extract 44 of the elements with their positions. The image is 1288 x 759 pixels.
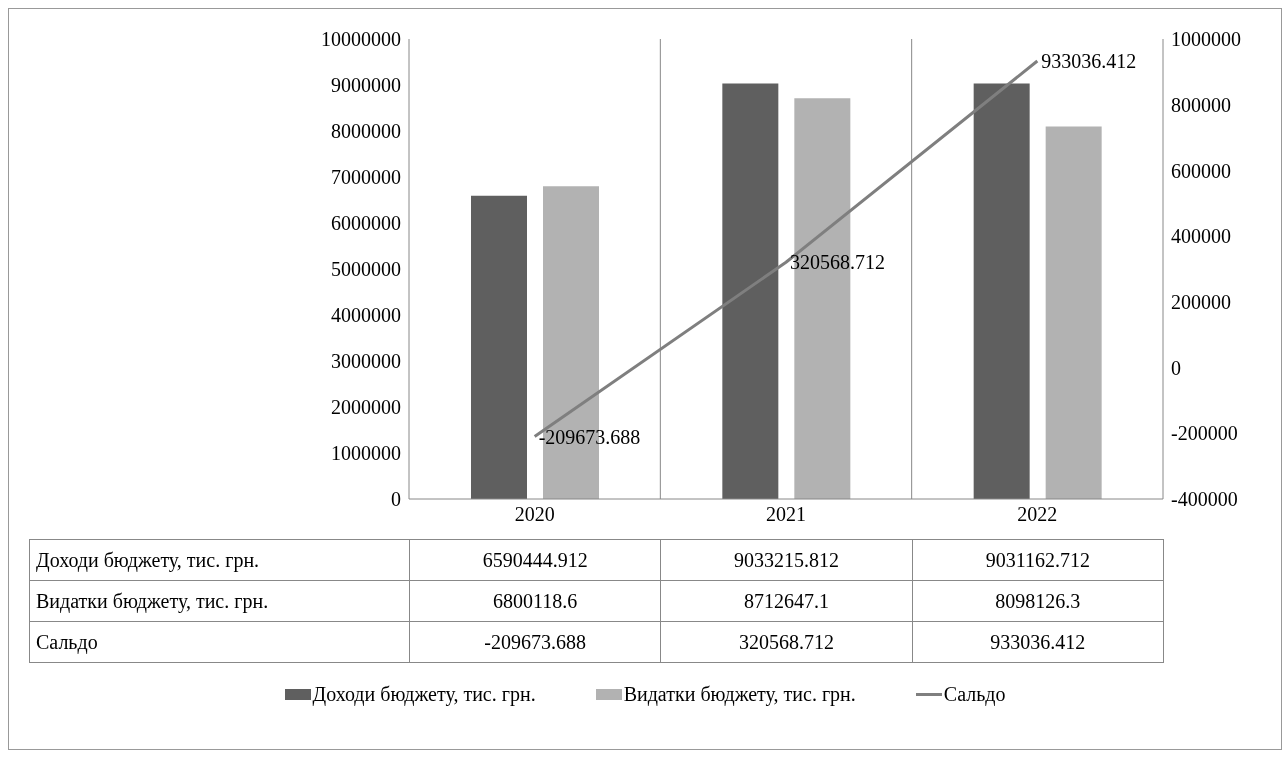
bar [722,83,779,499]
text: Сальдо [36,630,98,653]
y-tick-label: 0 [391,488,401,511]
y-tick-label: 10000000 [321,28,401,51]
data-label: 6800118.6 [409,580,661,622]
y-tick-label: 6000000 [331,212,401,235]
bar [471,195,527,499]
x-tick-label: 2022 [1017,503,1058,526]
data-label: 9033215.812 [660,539,913,581]
y-tick-label: 3000000 [331,350,401,373]
x-tick-label: 2021 [766,503,806,526]
y-tick-label: 2000000 [331,396,401,419]
legend-label: Сальдо [943,683,1006,706]
data-label: 9031162.712 [912,539,1164,581]
y2-tick-label: 600000 [1171,159,1231,182]
y-tick-label: 4000000 [331,304,401,327]
y2-tick-label: 400000 [1171,225,1231,248]
y2-tick-label: -400000 [1171,488,1238,511]
data-label: -209673.688 [409,621,661,663]
annotation: 933036.412 [1041,50,1137,73]
annotation: 320568.712 [790,251,885,274]
text: Доходи бюджету, тис. грн. [36,548,260,571]
legend-label: Доходи бюджету, тис. грн. [312,683,536,706]
data-label: 8712647.1 [660,580,913,622]
legend-label: Видатки бюджету, тис. грн. [623,683,856,706]
y-tick-label: 8000000 [331,120,401,143]
data-label: 933036.412 [912,621,1164,663]
y-tick-label: 1000000 [331,442,401,465]
y2-tick-label: 0 [1171,356,1181,379]
text: Видатки бюджету, тис. грн. [36,589,269,612]
y-tick-label: 7000000 [331,166,401,189]
x-tick-label: 2020 [514,503,555,526]
y2-tick-label: 1000000 [1171,28,1241,51]
bar [1045,126,1102,499]
data-label: 6590444.912 [409,539,661,581]
annotation: -209673.688 [538,425,641,448]
y2-tick-label: -200000 [1171,422,1238,445]
y-tick-label: 5000000 [331,258,401,281]
bar [973,83,1030,499]
data-label: 8098126.3 [912,580,1164,622]
data-label: 320568.712 [660,621,913,663]
y2-tick-label: 800000 [1171,93,1231,116]
y-tick-label: 9000000 [331,74,401,97]
y2-tick-label: 200000 [1171,290,1231,313]
